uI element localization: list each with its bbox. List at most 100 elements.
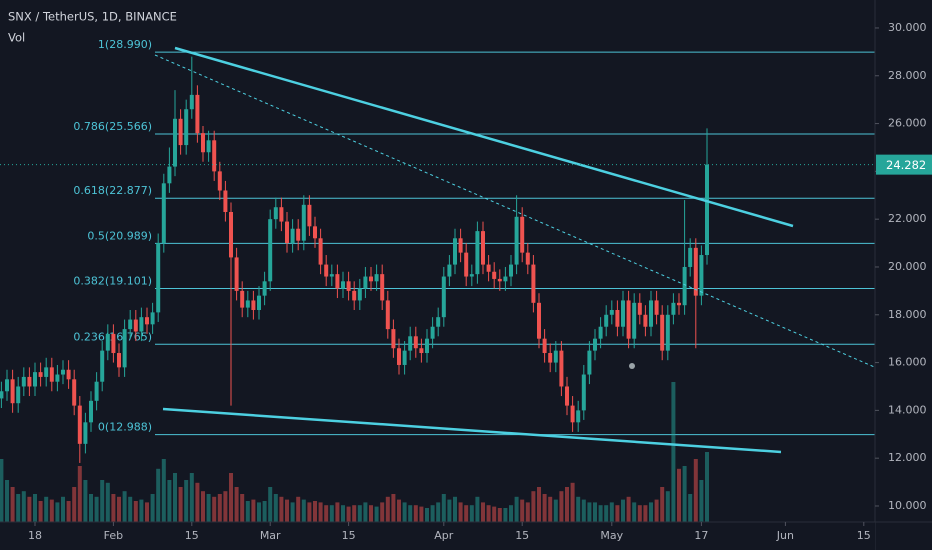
candle-body — [497, 278, 502, 282]
candle-body — [251, 300, 256, 310]
candle-body — [279, 207, 284, 222]
candle-body — [458, 238, 463, 253]
candle-body — [419, 348, 424, 354]
candle-body — [671, 302, 676, 315]
volume-bar — [637, 505, 642, 522]
volume-bar — [587, 502, 592, 522]
volume-bar — [363, 502, 368, 522]
x-tick-label: 15 — [342, 529, 356, 542]
volume-bar — [89, 494, 93, 522]
candle-body — [335, 274, 340, 289]
volume-bar — [268, 487, 273, 522]
candle-body — [240, 290, 245, 308]
candle-body — [100, 350, 105, 382]
volume-bar — [189, 473, 194, 522]
volume-bar — [217, 494, 222, 522]
candle-body — [307, 204, 312, 227]
candle-body — [693, 247, 698, 296]
volume-bar — [122, 491, 127, 522]
volume-bar — [688, 494, 693, 522]
candle-body — [705, 164, 709, 256]
volume-bar — [83, 480, 88, 522]
volume-bar — [682, 466, 687, 522]
volume-bar — [49, 499, 54, 522]
candle-body — [301, 204, 306, 241]
candle-body — [38, 372, 43, 377]
volume-bar — [167, 480, 172, 522]
candle-body — [245, 300, 250, 308]
candle-body — [369, 276, 373, 282]
volume-bar — [576, 496, 581, 522]
candle-body — [257, 295, 261, 310]
volume-bar — [229, 473, 233, 522]
candle-body — [587, 350, 592, 375]
volume-bar — [497, 508, 502, 522]
volume-bar — [436, 502, 441, 522]
candle-body — [296, 228, 301, 241]
volume-bar — [486, 505, 491, 522]
candle-body — [682, 266, 687, 306]
volume-bar — [441, 494, 446, 522]
volume-bar — [55, 502, 60, 522]
candle-body — [223, 190, 228, 213]
volume-bar — [66, 501, 71, 522]
x-tick-label: Apr — [434, 529, 454, 542]
volume-bar — [117, 496, 121, 522]
marker-dot — [629, 363, 635, 369]
candle-body — [324, 264, 329, 277]
volume-bar — [660, 487, 665, 522]
candle-body — [139, 317, 144, 332]
chart-title: SNX / TetherUS, 1D, BINANCE — [8, 10, 177, 24]
volume-bar — [632, 502, 637, 522]
candle-body — [341, 281, 345, 289]
volume-bar — [173, 473, 177, 522]
volume-bar — [391, 494, 396, 522]
candle-body — [206, 140, 211, 153]
volume-bar — [178, 487, 183, 522]
candle-body — [537, 302, 541, 339]
volume-bar — [621, 499, 625, 522]
volume-bar — [257, 502, 261, 522]
volume-bar — [503, 508, 508, 522]
volume-bar — [705, 452, 709, 522]
volume-bar — [654, 499, 659, 522]
volume-bar — [21, 491, 26, 522]
candle-body — [469, 274, 474, 277]
y-tick-label: 28.000 — [888, 69, 927, 82]
candle-body — [492, 271, 497, 279]
candle-body — [201, 133, 205, 153]
volume-bar — [100, 480, 105, 522]
volume-bar — [301, 499, 306, 522]
y-tick-label: 30.000 — [888, 21, 927, 34]
volume-bar — [665, 491, 670, 522]
candle-body — [525, 252, 530, 265]
candle-body — [425, 338, 429, 354]
volume-bar — [352, 505, 357, 522]
volume-bar — [16, 494, 21, 522]
candle-body — [262, 281, 267, 296]
y-tick-label: 18.000 — [888, 308, 927, 321]
volume-bar — [133, 501, 138, 522]
volume-bar — [206, 494, 211, 522]
volume-bar — [5, 480, 9, 522]
candle-body — [111, 333, 116, 354]
candle-body — [626, 300, 631, 339]
candle-body — [61, 369, 65, 375]
volume-bar — [447, 499, 452, 522]
candle-body — [117, 353, 121, 368]
candle-body — [408, 336, 413, 351]
volume-bar — [335, 502, 340, 522]
volume-bar — [161, 459, 166, 522]
candle-body — [665, 314, 670, 351]
candle-body — [173, 118, 177, 167]
candle-body — [195, 94, 200, 134]
y-tick-label: 20.000 — [888, 260, 927, 273]
volume-bar — [525, 502, 530, 522]
volume-bar — [10, 487, 15, 522]
last-price-label: 24.282 — [886, 158, 926, 172]
volume-bar — [481, 502, 485, 522]
candle-body — [184, 109, 189, 146]
candle-body — [643, 314, 648, 327]
fib-label: 1(28.990) — [98, 38, 152, 51]
volume-bar — [469, 505, 474, 522]
